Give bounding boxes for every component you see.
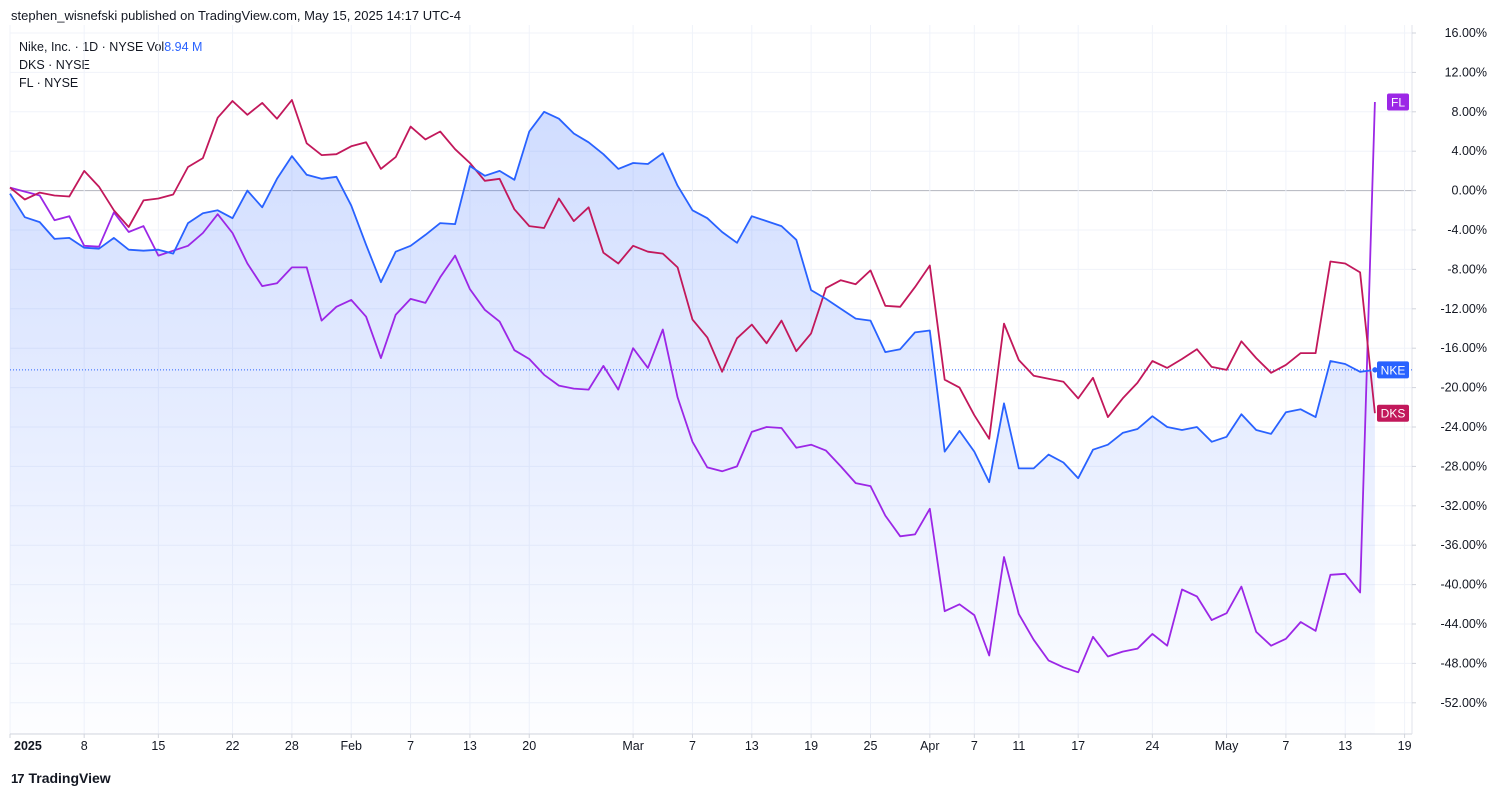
series-layer: [9, 99, 1412, 735]
x-tick-label: 25: [864, 739, 878, 753]
x-tick-label: 13: [1338, 739, 1352, 753]
y-tick-label: 4.00%: [1452, 144, 1487, 158]
legend-fl[interactable]: FL · NYSE: [19, 76, 79, 90]
y-tick-label: -8.00%: [1447, 262, 1487, 276]
nke-area-fill: [10, 111, 1375, 735]
x-tick-label: 13: [463, 739, 477, 753]
y-tick-label: -52.00%: [1440, 696, 1487, 710]
chart-area[interactable]: 16.00% 12.00% 8.00% 4.00% 0.00% -4.00% -8.00% -…: [0, 0, 1500, 765]
x-axis: 2025 8 15 22 28 Feb 7 13 20 Mar 7 13 19 25 Apr 7 11 17 24 M…: [9, 734, 1412, 753]
x-tick-label: Apr: [920, 739, 939, 753]
legend-nke[interactable]: Nike, Inc. · 1D · NYSE Vol8.94 M: [19, 38, 202, 56]
y-tick-label: -36.00%: [1440, 538, 1487, 552]
x-tick-label: Feb: [340, 739, 362, 753]
nke-badge-bg: [1377, 361, 1409, 379]
y-tick-label: -12.00%: [1440, 302, 1487, 316]
y-tick-label: -20.00%: [1440, 381, 1487, 395]
x-tick-label: 20: [522, 739, 536, 753]
x-tick-label: 15: [151, 739, 165, 753]
x-tick-label: 11: [1012, 739, 1025, 753]
x-tick-label: 7: [407, 739, 414, 753]
fl-badge[interactable]: FL: [1387, 93, 1409, 111]
dks-badge-bg: [1377, 404, 1409, 422]
legend-nke-label: Nike, Inc. · 1D · NYSE Vol: [19, 40, 165, 54]
y-axis: 16.00% 12.00% 8.00% 4.00% 0.00% -4.00% -8.00% -…: [1412, 26, 1487, 710]
x-tick-label: 7: [689, 739, 696, 753]
x-tick-label: 19: [1398, 739, 1412, 753]
fl-badge-label: FL: [1391, 95, 1405, 109]
x-tick-label: 8: [81, 739, 88, 753]
fl-series-line[interactable]: [9, 101, 1376, 674]
x-tick-label: 22: [226, 739, 240, 753]
tradingview-icon: 17: [11, 770, 25, 786]
dks-badge[interactable]: DKS: [1377, 404, 1409, 422]
tradingview-brand: TradingView: [28, 770, 111, 786]
y-tick-label: -32.00%: [1440, 499, 1487, 513]
x-tick-label: 13: [745, 739, 759, 753]
legend: Nike, Inc. · 1D · NYSE Vol8.94 M DKS · N…: [19, 38, 202, 92]
x-tick-label: 7: [1282, 739, 1289, 753]
y-tick-label: -28.00%: [1440, 459, 1487, 473]
y-tick-label: 8.00%: [1452, 105, 1487, 119]
x-tick-label: May: [1215, 739, 1239, 753]
y-tick-label: -24.00%: [1440, 420, 1487, 434]
x-tick-label: 17: [1071, 739, 1085, 753]
nke-series-line[interactable]: [9, 110, 1376, 484]
y-tick-label: -48.00%: [1440, 656, 1487, 670]
tradingview-logo[interactable]: 17 TradingView: [11, 770, 111, 786]
dks-badge-label: DKS: [1381, 407, 1406, 421]
dks-series-line[interactable]: [9, 99, 1376, 440]
y-tick-label: 0.00%: [1452, 184, 1487, 198]
nke-badge-label: NKE: [1381, 363, 1406, 377]
nke-badge[interactable]: NKE: [1377, 361, 1409, 379]
y-tick-label: -4.00%: [1447, 223, 1487, 237]
legend-dks[interactable]: DKS · NYSE: [19, 58, 90, 72]
x-tick-label: Mar: [622, 739, 644, 753]
y-tick-label: 16.00%: [1445, 26, 1487, 40]
y-tick-label: -44.00%: [1440, 617, 1487, 631]
y-tick-label: -40.00%: [1440, 578, 1487, 592]
x-tick-label: 24: [1145, 739, 1159, 753]
x-tick-label: 28: [285, 739, 299, 753]
x-tick-label: 7: [971, 739, 978, 753]
x-tick-label: 19: [804, 739, 818, 753]
published-header: stephen_wisnefski published on TradingVi…: [11, 8, 461, 23]
fl-badge-bg: [1387, 93, 1409, 111]
legend-nke-volume: 8.94 M: [164, 40, 203, 54]
y-tick-label: 12.00%: [1445, 65, 1487, 79]
x-tick-label: 2025: [14, 739, 42, 753]
series-badges: NKE DKS FL: [1377, 93, 1409, 422]
y-tick-label: -16.00%: [1440, 341, 1487, 355]
